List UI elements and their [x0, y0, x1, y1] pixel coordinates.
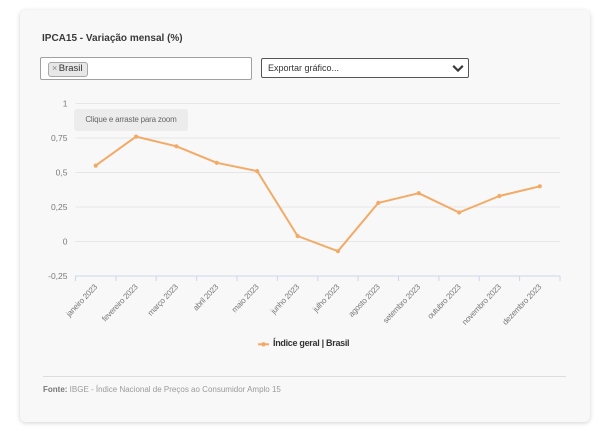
svg-text:1: 1: [63, 99, 68, 109]
svg-text:junho 2023: junho 2023: [268, 282, 301, 316]
svg-text:outubro 2023: outubro 2023: [426, 282, 463, 321]
svg-text:novembro 2023: novembro 2023: [460, 282, 503, 327]
svg-text:0: 0: [63, 237, 68, 247]
svg-text:julho 2023: julho 2023: [310, 282, 341, 314]
svg-text:abril 2023: abril 2023: [191, 282, 221, 312]
svg-text:janeiro 2023: janeiro 2023: [64, 282, 100, 319]
svg-text:setembro 2023: setembro 2023: [381, 282, 423, 325]
svg-text:-0,25: -0,25: [48, 271, 68, 281]
svg-text:maio 2023: maio 2023: [230, 282, 261, 314]
svg-text:0,5: 0,5: [56, 168, 68, 178]
svg-text:agosto 2023: agosto 2023: [347, 282, 383, 319]
svg-text:dezembro 2023: dezembro 2023: [501, 282, 544, 327]
svg-text:0,75: 0,75: [51, 133, 68, 143]
svg-text:0,25: 0,25: [51, 202, 68, 212]
svg-text:fevereiro 2023: fevereiro 2023: [100, 282, 140, 323]
svg-text:março 2023: março 2023: [146, 282, 180, 318]
